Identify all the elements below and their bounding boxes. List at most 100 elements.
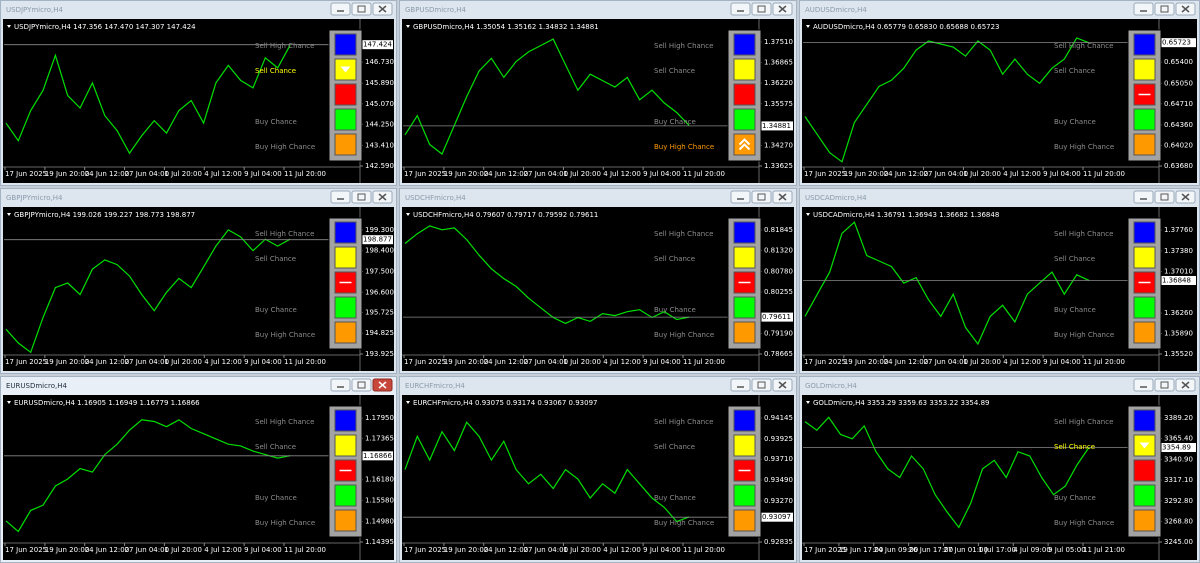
minimize-button[interactable] [730, 190, 751, 204]
price-line [804, 416, 1090, 529]
signal-button[interactable] [733, 484, 756, 507]
signal-button[interactable] [733, 246, 756, 269]
chart-header: GBPJPYmicro,H4 199.026 199.227 198.773 1… [14, 211, 195, 219]
minimize-button[interactable] [330, 378, 351, 392]
bid-label-box [361, 235, 393, 245]
maximize-button[interactable] [1154, 378, 1175, 392]
minimize-button[interactable] [330, 2, 351, 16]
signal-button[interactable] [334, 484, 357, 507]
time-tick-label: 11 Jul 20:00 [683, 546, 725, 554]
signal-button[interactable] [334, 221, 357, 244]
signal-button[interactable] [1133, 321, 1156, 344]
maximize-button[interactable] [751, 2, 772, 16]
signal-button[interactable] [1133, 221, 1156, 244]
minimize-button[interactable] [730, 2, 751, 16]
time-tick-label: 27 Jun 04:00 [524, 358, 568, 366]
bid-label-box [1160, 38, 1196, 48]
minimize-button[interactable] [1133, 378, 1154, 392]
header-arrow [806, 401, 810, 404]
header-arrow [406, 213, 410, 216]
maximize-button[interactable] [351, 190, 372, 204]
time-tick-label: 19 Jun 20:00 [45, 546, 89, 554]
maximize-button[interactable] [1154, 2, 1175, 16]
signal-button[interactable] [1133, 133, 1156, 156]
maximize-button[interactable] [751, 190, 772, 204]
chart-header: GBPUSDmicro,H4 1.35054 1.35162 1.34832 1… [413, 23, 599, 31]
signal-button[interactable] [334, 133, 357, 156]
maximize-button[interactable] [351, 378, 372, 392]
signal-button[interactable] [1133, 296, 1156, 319]
close-icon [378, 5, 387, 13]
minimize-button[interactable] [730, 378, 751, 392]
signal-button[interactable] [334, 246, 357, 269]
minimize-button[interactable] [330, 190, 351, 204]
price-tick-label: 0.93710 [764, 455, 793, 463]
signal-button[interactable] [733, 221, 756, 244]
price-line [404, 38, 690, 155]
signal-button[interactable] [733, 509, 756, 532]
window-title: GBPJPYmicro,H4 [6, 194, 63, 202]
maximize-button[interactable] [351, 2, 372, 16]
signal-button[interactable] [334, 83, 357, 106]
price-tick-label: 198.400 [365, 247, 394, 255]
maximize-button[interactable] [751, 378, 772, 392]
signal-button[interactable] [733, 108, 756, 131]
signal-button[interactable] [733, 434, 756, 457]
time-tick-label: 19 Jun 20:00 [444, 170, 488, 178]
maximize-button[interactable] [1154, 190, 1175, 204]
signal-button[interactable] [733, 83, 756, 106]
signal-button[interactable] [1133, 58, 1156, 81]
signal-button[interactable] [733, 321, 756, 344]
signal-button[interactable] [733, 296, 756, 319]
price-tick-label: 0.79190 [764, 330, 793, 338]
signal-label: Sell Chance [255, 443, 296, 451]
minimize-button[interactable] [1133, 190, 1154, 204]
chart-window: USDCHFmicro,H4 USDCHFmicro,H4 0.79607 0.7… [399, 188, 797, 374]
signal-button[interactable] [733, 33, 756, 56]
chart-header: USDCHFmicro,H4 0.79607 0.79717 0.79592 0… [413, 211, 598, 219]
window-title: USDCADmicro,H4 [805, 194, 867, 202]
time-tick-label: 4 Jul 12:00 [1003, 358, 1041, 366]
signal-label: Sell Chance [1054, 255, 1095, 263]
price-line [804, 221, 1090, 346]
bid-label-box [1160, 275, 1196, 285]
header-arrow [7, 25, 11, 28]
price-line [404, 225, 690, 325]
maximize-icon [357, 5, 366, 13]
signal-label: Buy Chance [255, 118, 297, 126]
minimize-button[interactable] [1133, 2, 1154, 16]
signal-button[interactable] [1133, 509, 1156, 532]
maximize-icon [757, 5, 766, 13]
price-tick-label: 0.80255 [764, 288, 793, 296]
price-tick-label: 1.36865 [764, 59, 793, 67]
time-tick-label: 27 Jun 04:00 [125, 546, 169, 554]
close-icon [378, 381, 387, 389]
signal-button[interactable] [334, 296, 357, 319]
price-tick-label: 194.825 [365, 329, 394, 337]
price-tick-label: 1.37380 [1164, 247, 1193, 255]
time-tick-label: 17 Jun 2025 [404, 170, 446, 178]
signal-button[interactable] [334, 509, 357, 532]
time-tick-label: 4 Jul 12:00 [204, 170, 242, 178]
price-tick-label: 1.35890 [1164, 330, 1193, 338]
signal-button[interactable] [334, 321, 357, 344]
signal-button[interactable] [334, 33, 357, 56]
price-tick-label: 142.590 [365, 162, 394, 170]
signal-button[interactable] [1133, 484, 1156, 507]
price-tick-label: 0.78665 [764, 350, 793, 358]
window-title: AUDUSDmicro,H4 [805, 6, 867, 14]
time-tick-label: 27 Jun 04:00 [924, 358, 968, 366]
time-tick-label: 17 Jun 2025 [5, 170, 47, 178]
chart-window: GBPUSDmicro,H4 GBPUSDmicro,H4 1.35054 1.3… [399, 0, 797, 186]
price-tick-label: 145.890 [365, 79, 394, 87]
signal-button[interactable] [334, 434, 357, 457]
signal-button[interactable] [1133, 246, 1156, 269]
signal-button[interactable] [1133, 409, 1156, 432]
signal-button[interactable] [334, 409, 357, 432]
signal-button[interactable] [733, 409, 756, 432]
signal-button[interactable] [334, 108, 357, 131]
signal-button[interactable] [733, 58, 756, 81]
signal-button[interactable] [1133, 459, 1156, 482]
signal-button[interactable] [1133, 108, 1156, 131]
signal-button[interactable] [1133, 33, 1156, 56]
